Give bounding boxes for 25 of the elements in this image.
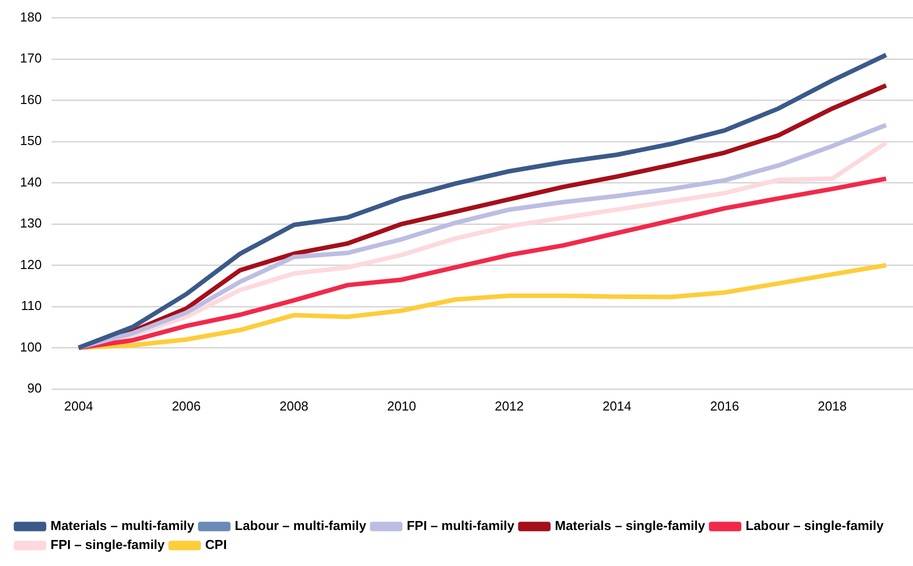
y-tick-label: 180 <box>20 9 42 24</box>
y-tick-label: 130 <box>20 216 42 231</box>
x-tick-label: 2016 <box>710 398 740 414</box>
y-tick-label: 120 <box>20 256 42 272</box>
x-tick-label: 2008 <box>279 398 308 414</box>
x-tick-label: 2014 <box>602 398 632 414</box>
y-tick-label: 150 <box>20 133 42 148</box>
y-tick-label: 100 <box>20 339 42 354</box>
legend-label: FPI – single-family <box>50 537 166 552</box>
y-tick-label: 110 <box>20 298 42 314</box>
legend-label: Materials – single-family <box>554 518 706 534</box>
y-tick-label: 140 <box>20 174 42 190</box>
x-tick-label: 2018 <box>818 398 847 414</box>
legend-label: CPI <box>205 537 227 552</box>
legend-label: Materials – multi-family <box>50 518 196 534</box>
x-tick-label: 2004 <box>64 398 94 414</box>
x-tick-label: 2012 <box>494 398 524 414</box>
x-tick-label: 2010 <box>387 398 416 414</box>
x-tick-label: 2006 <box>172 398 201 414</box>
y-tick-label: 170 <box>20 50 42 66</box>
legend-label: Labour – single-family <box>746 518 884 534</box>
legend-label: Labour – multi-family <box>234 518 367 534</box>
y-tick-label: 160 <box>20 92 42 107</box>
legend-label: FPI – multi-family <box>406 518 516 534</box>
y-tick-label: 90 <box>27 380 42 396</box>
